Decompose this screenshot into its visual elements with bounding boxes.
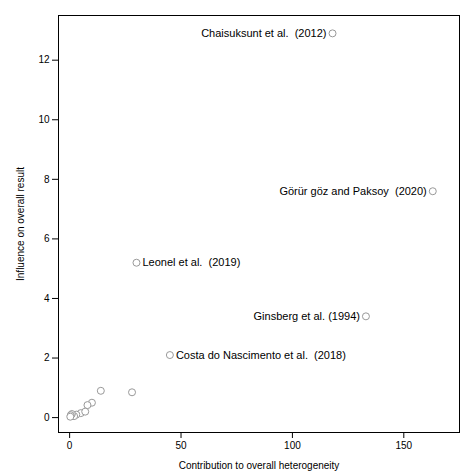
svg-text:Leonel et al. (2019): Leonel et al. (2019) [142,256,240,268]
svg-text:Ginsberg et al. (1994): Ginsberg et al. (1994) [254,310,360,322]
svg-text:0: 0 [67,440,73,451]
svg-text:150: 150 [395,440,412,451]
svg-text:6: 6 [44,233,50,244]
svg-text:Chaisuksunt et al. (2012): Chaisuksunt et al. (2012) [201,27,326,39]
svg-text:Influence on overall result: Influence on overall result [15,167,26,281]
svg-text:8: 8 [44,174,50,185]
svg-text:Görür göz and Paksoy (2020): Görür göz and Paksoy (2020) [279,185,426,197]
svg-text:50: 50 [175,440,187,451]
svg-text:12: 12 [38,54,50,65]
svg-text:10: 10 [38,114,50,125]
svg-text:100: 100 [284,440,301,451]
svg-text:2: 2 [44,352,50,363]
svg-text:Costa do Nascimento et al. (2: Costa do Nascimento et al. (2018) [176,349,346,361]
svg-text:0: 0 [44,412,50,423]
svg-text:4: 4 [44,293,50,304]
svg-text:Contribution to overall hetero: Contribution to overall heterogeneity [179,460,340,471]
